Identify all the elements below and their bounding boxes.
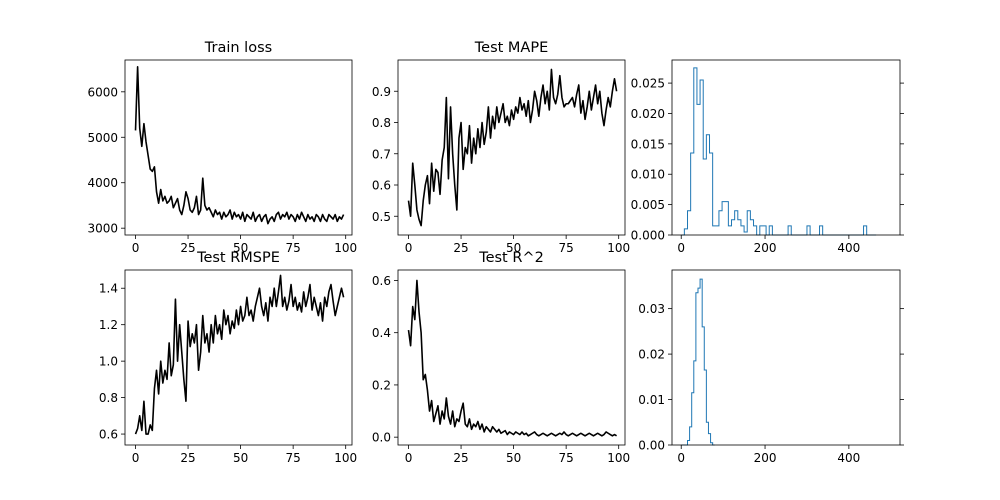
axes-frame xyxy=(397,269,626,446)
y-tick-label: 0.2 xyxy=(372,378,391,392)
axes-frame xyxy=(124,269,353,446)
y-tick-label: 6000 xyxy=(87,85,118,99)
y-tick-label: 0.5 xyxy=(372,210,391,224)
x-tick-label: 0 xyxy=(677,241,685,255)
subplot-5: 0 25 50 75 100 0.0 0.2 0.4 0.6 Test R^2 xyxy=(372,250,630,465)
subplot-4: 0 25 50 75 100 0.6 0.8 1.0 1.2 1.4 Test RMSPE xyxy=(99,250,357,465)
axes-frame xyxy=(397,59,626,236)
y-tick-label: 0.8 xyxy=(99,391,118,405)
x-tick-label: 400 xyxy=(837,451,860,465)
x-tick-label: 100 xyxy=(607,451,630,465)
x-tick-label: 50 xyxy=(233,451,248,465)
y-tick-label: 1.4 xyxy=(99,282,118,296)
series-line xyxy=(407,68,618,227)
subplot-6: 0 200 400 0.00 0.01 0.02 0.03 xyxy=(638,269,904,465)
x-tick-label: 100 xyxy=(334,241,357,255)
y-tick-label: 3000 xyxy=(87,222,118,236)
x-tick-label: 0 xyxy=(132,451,140,465)
x-tick-label: 50 xyxy=(233,241,248,255)
axes-frame xyxy=(671,269,901,446)
x-tick-label: 75 xyxy=(559,451,574,465)
x-tick-label: 75 xyxy=(559,241,574,255)
y-tick-label: 4000 xyxy=(87,176,118,190)
x-tick-label: 0 xyxy=(677,451,685,465)
axes-frame xyxy=(124,59,353,236)
histogram-step xyxy=(681,67,877,236)
x-tick-label: 0 xyxy=(405,451,413,465)
y-tick-label: 0.03 xyxy=(638,302,665,316)
y-tick-label: 0.6 xyxy=(372,179,391,193)
y-tick-label: 1.2 xyxy=(99,318,118,332)
x-tick-label: 400 xyxy=(837,241,860,255)
series-line xyxy=(134,274,345,435)
y-tick-label: 0.010 xyxy=(631,168,665,182)
y-tick-label: 0.6 xyxy=(99,428,118,442)
x-tick-label: 200 xyxy=(754,451,777,465)
y-tick-label: 0.025 xyxy=(631,77,665,91)
histogram-step xyxy=(681,278,715,446)
subplot-title: Train loss xyxy=(204,40,272,56)
axes-frame xyxy=(671,59,901,236)
y-tick-label: 0.8 xyxy=(372,116,391,130)
x-tick-label: 50 xyxy=(506,241,521,255)
series-line xyxy=(134,66,345,225)
subplot-title: Test RMSPE xyxy=(196,250,280,266)
y-tick-label: 0.9 xyxy=(372,85,391,99)
subplot-1: 0 25 50 75 100 3000 4000 5000 6000 Train loss xyxy=(87,40,357,255)
x-tick-label: 200 xyxy=(754,241,777,255)
y-tick-label: 1.0 xyxy=(99,355,118,369)
y-tick-label: 0.015 xyxy=(631,137,665,151)
subplot-title: Test MAPE xyxy=(474,40,549,56)
y-tick-label: 0.020 xyxy=(631,107,665,121)
y-tick-label: 0.01 xyxy=(638,393,665,407)
y-tick-label: 0.4 xyxy=(372,326,391,340)
x-tick-label: 25 xyxy=(453,451,468,465)
x-tick-label: 25 xyxy=(453,241,468,255)
y-tick-label: 0.000 xyxy=(631,229,665,243)
x-tick-label: 25 xyxy=(180,241,195,255)
subplot-title: Test R^2 xyxy=(478,250,544,266)
x-tick-label: 50 xyxy=(506,451,521,465)
x-tick-label: 75 xyxy=(286,451,301,465)
x-tick-label: 0 xyxy=(132,241,140,255)
subplot-2: 0 25 50 75 100 0.5 0.6 0.7 0.8 0.9 Test MAPE xyxy=(372,40,630,255)
x-tick-label: 100 xyxy=(607,241,630,255)
y-tick-label: 0.0 xyxy=(372,431,391,445)
y-tick-label: 0.7 xyxy=(372,147,391,161)
x-tick-label: 25 xyxy=(180,451,195,465)
series-line xyxy=(407,279,618,437)
y-tick-label: 0.005 xyxy=(631,198,665,212)
y-tick-label: 0.02 xyxy=(638,348,665,362)
x-tick-label: 100 xyxy=(334,451,357,465)
x-tick-label: 0 xyxy=(405,241,413,255)
y-tick-label: 0.6 xyxy=(372,274,391,288)
x-tick-label: 75 xyxy=(286,241,301,255)
y-tick-label: 5000 xyxy=(87,131,118,145)
y-tick-label: 0.00 xyxy=(638,439,665,453)
subplot-3: 0 200 400 0.000 0.005 0.010 0.015 0.020 0.025 xyxy=(631,59,904,255)
